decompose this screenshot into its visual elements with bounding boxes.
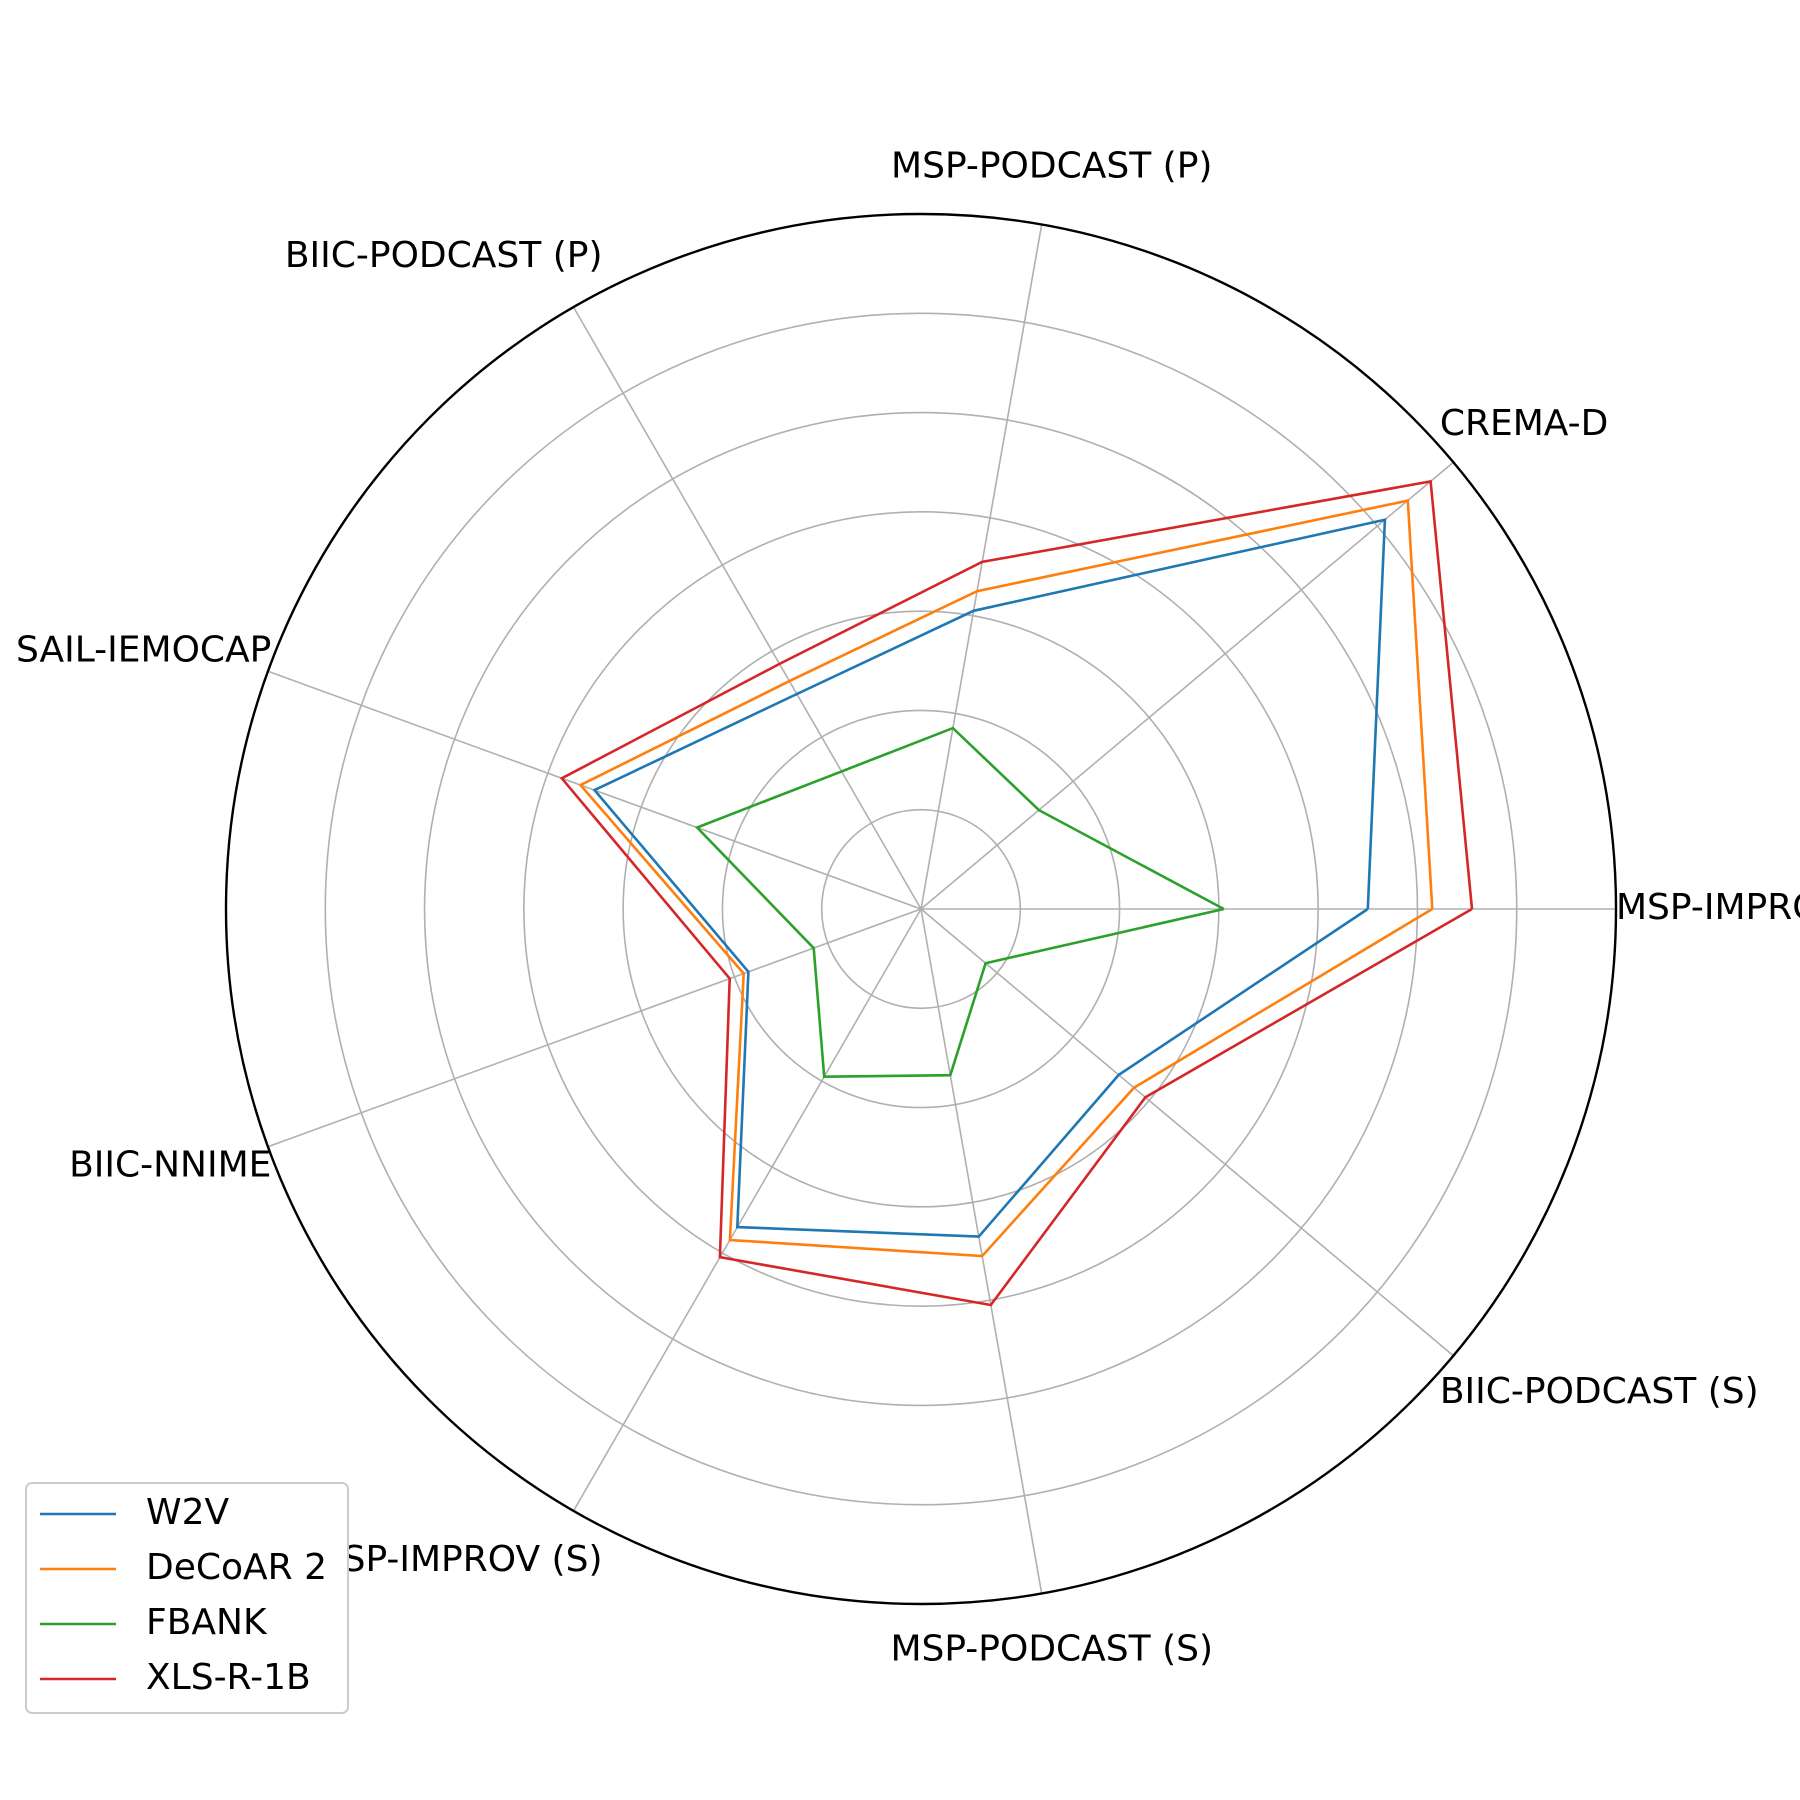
spoke-line xyxy=(920,908,1043,1594)
legend-box xyxy=(25,1482,349,1714)
series-line-2 xyxy=(578,499,1434,1258)
axis-label: BIIC-PODCAST (S) xyxy=(1440,1371,1759,1412)
axis-label: MSP-IMPROV (S) xyxy=(312,1539,603,1580)
axis-label: MSP-IMPROV (P) xyxy=(1616,887,1800,928)
axis-label: CREMA-D xyxy=(1440,403,1609,444)
spoke-line xyxy=(572,908,922,1512)
spoke-line xyxy=(920,461,1454,910)
axis-label: BIIC-NNIME xyxy=(69,1145,271,1186)
series-line-1 xyxy=(592,518,1387,1238)
spoke-line xyxy=(267,908,922,1148)
spoke-line xyxy=(920,908,1454,1357)
grid xyxy=(224,212,1618,1606)
axis-label: SAIL-IEMOCAP xyxy=(16,629,271,670)
axis-label: MSP-PODCAST (P) xyxy=(891,145,1212,186)
axis-label: MSP-PODCAST (S) xyxy=(890,1629,1213,1670)
spoke-line xyxy=(920,224,1043,910)
legend-label: DeCoAR 2 xyxy=(146,1547,327,1588)
spoke-line xyxy=(572,306,922,910)
legend-label: W2V xyxy=(146,1492,230,1533)
axis-labels: MSP-IMPROV (P) CREMA-D MSP-PODCAST (P) BIIC… xyxy=(16,145,1800,1669)
legend: W2V DeCoAR 2 FBANK XLS-R-1B xyxy=(25,1482,349,1714)
polar-frame xyxy=(224,212,1618,1606)
legend-label: FBANK xyxy=(146,1602,268,1643)
legend-label: XLS-R-1B xyxy=(146,1657,311,1698)
series-lines xyxy=(559,479,1474,1307)
series-line-3 xyxy=(694,726,1225,1079)
series-line-4 xyxy=(559,479,1474,1307)
axis-label: BIIC-PODCAST (P) xyxy=(285,235,603,276)
